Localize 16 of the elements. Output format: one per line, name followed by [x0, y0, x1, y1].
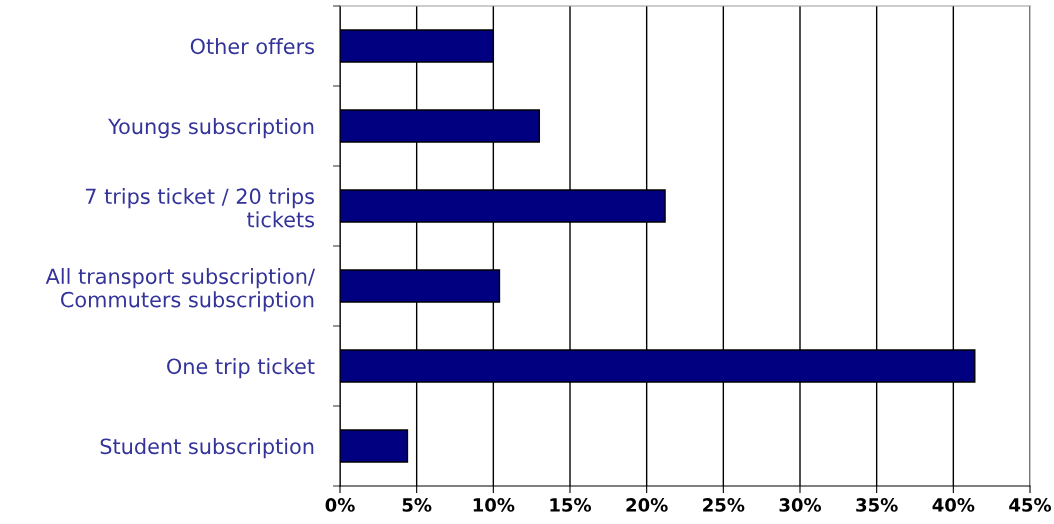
- y-tick-label: One trip ticket: [167, 358, 315, 379]
- y-tick-label: Youngs subscription: [108, 118, 314, 139]
- y-tick-label: 7 trips ticket / 20 trips tickets: [85, 188, 314, 228]
- x-tick-label: 25%: [703, 498, 745, 512]
- y-tick-label: Student subscription: [100, 438, 314, 459]
- x-tick-label: 5%: [402, 498, 432, 512]
- x-tick-label: 10%: [473, 498, 515, 512]
- x-tick-label: 35%: [856, 498, 898, 512]
- x-tick-label: 15%: [550, 498, 592, 512]
- x-tick-label: 20%: [626, 498, 668, 512]
- x-tick-label: 30%: [779, 498, 822, 512]
- x-tick-label: 40%: [932, 498, 975, 512]
- y-tick-label: All transport subscription/ Commuters subscription: [45, 268, 316, 312]
- x-tick-label: 45%: [1009, 498, 1052, 512]
- y-tick-label: Other offers: [190, 38, 314, 55]
- x-tick-label: 0%: [325, 498, 355, 512]
